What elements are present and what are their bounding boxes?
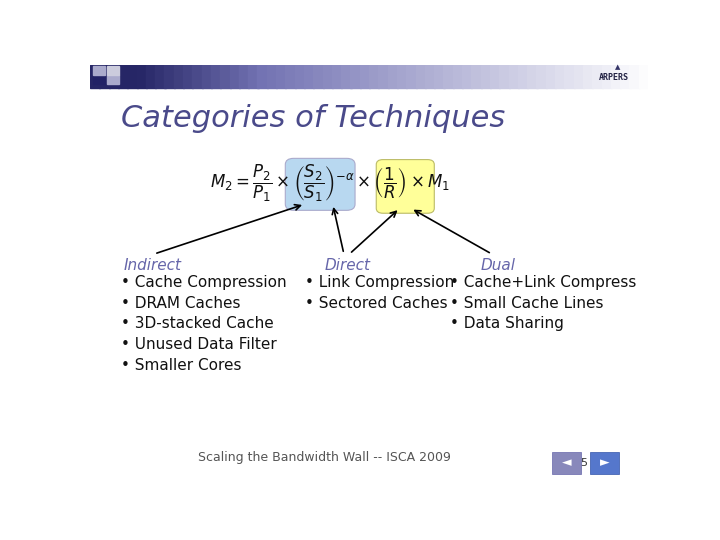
Text: 5: 5 (580, 458, 587, 468)
Bar (583, 65, 593, 87)
Bar (118, 65, 128, 87)
Bar (351, 65, 361, 87)
Text: ▲: ▲ (615, 64, 620, 70)
Text: • Data Sharing: • Data Sharing (450, 316, 564, 332)
Bar (444, 65, 454, 87)
Text: ►: ► (600, 457, 609, 470)
Bar (107, 66, 119, 75)
Bar (109, 65, 119, 87)
Bar (341, 65, 351, 87)
Text: Scaling the Bandwidth Wall -- ISCA 2009: Scaling the Bandwidth Wall -- ISCA 2009 (198, 451, 451, 464)
Bar (127, 65, 138, 87)
Bar (629, 65, 640, 87)
Bar (601, 65, 612, 87)
Bar (620, 65, 631, 87)
Bar (453, 65, 463, 87)
Bar (360, 65, 370, 87)
Text: • Small Cache Lines: • Small Cache Lines (450, 295, 603, 310)
Bar (555, 65, 565, 87)
Bar (323, 65, 333, 87)
Bar (294, 65, 305, 87)
Bar (230, 65, 240, 87)
Bar (639, 65, 649, 87)
Bar (378, 65, 389, 87)
Bar (369, 65, 379, 87)
Bar (527, 65, 538, 87)
FancyBboxPatch shape (590, 453, 619, 474)
Bar (462, 65, 472, 87)
Bar (266, 65, 277, 87)
FancyBboxPatch shape (285, 158, 355, 210)
Bar (574, 65, 584, 87)
Bar (313, 65, 323, 87)
Bar (593, 65, 603, 87)
Bar (518, 65, 528, 87)
Bar (145, 65, 156, 87)
Bar (90, 65, 100, 87)
Bar (248, 65, 258, 87)
Bar (508, 65, 519, 87)
Bar (137, 65, 147, 87)
Text: • Cache Compression: • Cache Compression (121, 275, 287, 290)
Bar (192, 65, 203, 87)
Bar (99, 65, 109, 87)
Text: • 3D-stacked Cache: • 3D-stacked Cache (121, 316, 274, 332)
Bar (220, 65, 230, 87)
Bar (332, 65, 342, 87)
Text: • Cache+Link Compress: • Cache+Link Compress (450, 275, 636, 290)
Bar (564, 65, 575, 87)
Bar (93, 75, 105, 84)
Bar (155, 65, 166, 87)
Bar (107, 75, 119, 84)
Bar (425, 65, 435, 87)
Text: • DRAM Caches: • DRAM Caches (121, 295, 240, 310)
Bar (183, 65, 194, 87)
Text: • Link Compression: • Link Compression (305, 275, 454, 290)
FancyBboxPatch shape (552, 453, 581, 474)
Text: ◄: ◄ (562, 457, 572, 470)
Text: • Smaller Cores: • Smaller Cores (121, 358, 241, 373)
Bar (202, 65, 212, 87)
Text: Direct: Direct (324, 258, 370, 273)
Bar (164, 65, 175, 87)
Text: Indirect: Indirect (124, 258, 181, 273)
Text: Dual: Dual (481, 258, 516, 273)
Bar (472, 65, 482, 87)
Bar (387, 65, 398, 87)
Text: • Sectored Caches: • Sectored Caches (305, 295, 447, 310)
Bar (499, 65, 510, 87)
Bar (174, 65, 184, 87)
Bar (536, 65, 546, 87)
Bar (406, 65, 417, 87)
Text: • Unused Data Filter: • Unused Data Filter (121, 337, 276, 352)
Bar (304, 65, 315, 87)
Bar (285, 65, 296, 87)
Bar (258, 65, 268, 87)
Text: $M_2 = \dfrac{P_2}{P_1} \times \left(\dfrac{S_2}{S_1}\right)^{-\alpha} \times \l: $M_2 = \dfrac{P_2}{P_1} \times \left(\df… (210, 163, 450, 204)
Bar (93, 66, 105, 75)
Bar (211, 65, 221, 87)
Bar (276, 65, 287, 87)
Bar (490, 65, 500, 87)
Text: ARPERS: ARPERS (598, 73, 629, 82)
Bar (415, 65, 426, 87)
Text: Categories of Techniques: Categories of Techniques (121, 104, 505, 133)
Bar (239, 65, 249, 87)
Bar (611, 65, 621, 87)
Bar (546, 65, 556, 87)
FancyBboxPatch shape (377, 160, 434, 213)
Bar (434, 65, 444, 87)
Bar (397, 65, 408, 87)
Bar (481, 65, 491, 87)
